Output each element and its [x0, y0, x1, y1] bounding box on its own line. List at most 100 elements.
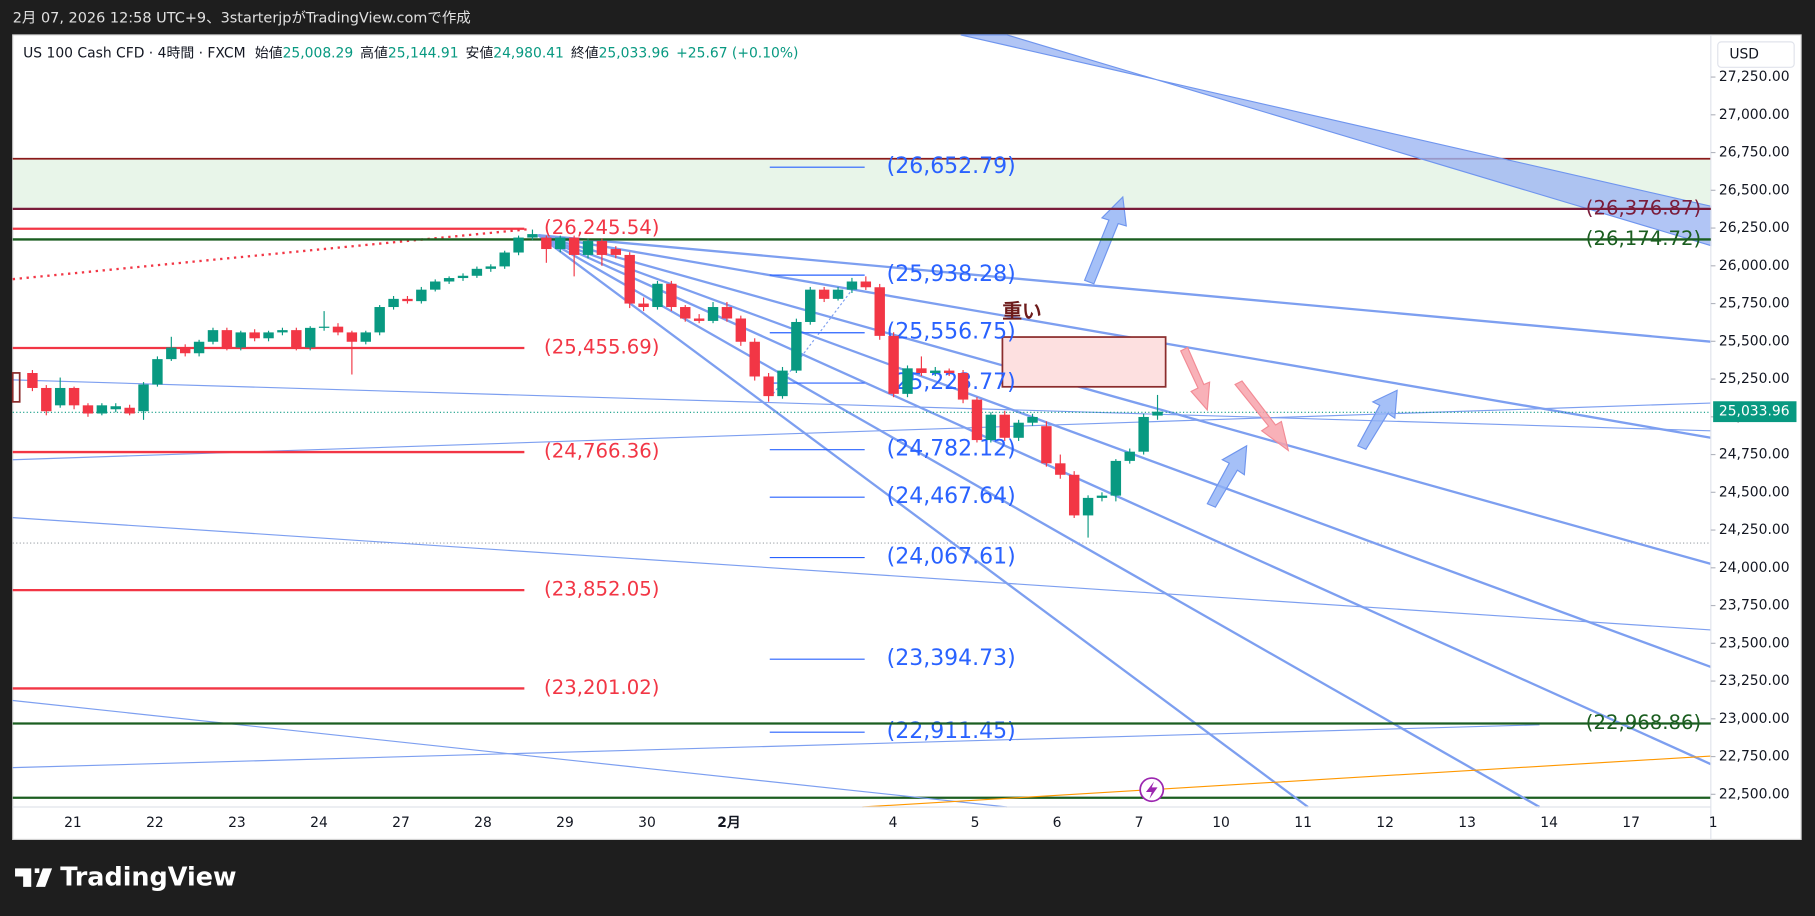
candle-body: [680, 307, 691, 319]
symbol: US 100 Cash CFD · 4時間 · FXCM: [23, 45, 245, 61]
marks: 22,500.00 22,750.00 23,000.00 23,250.00 23,5…: [12, 69, 1797, 831]
candle-body: [527, 234, 538, 238]
change: +25.67 (+0.10%): [676, 45, 798, 61]
thin-lines: [12, 283, 1711, 808]
candle-body: [1110, 460, 1122, 496]
candle-body: [263, 332, 274, 339]
candle-body: [846, 281, 858, 290]
level-label: (24,067.61): [887, 545, 1016, 570]
candle-body: [138, 384, 149, 412]
candle-body: [777, 370, 788, 397]
candle-body: [430, 281, 441, 290]
x-tick-label: 2月: [717, 815, 741, 831]
level-label: (26,245.54): [544, 216, 659, 239]
brand: TradingView: [60, 863, 236, 893]
small-box: [11, 372, 21, 403]
candle-body: [666, 283, 677, 308]
level-label: (24,467.64): [887, 484, 1016, 509]
level-label: (25,556.75): [887, 320, 1016, 345]
y-tick-label: 27,000.00: [1719, 107, 1790, 123]
x-tick-label: 23: [228, 815, 246, 831]
y-tick-label: 24,750.00: [1719, 447, 1790, 463]
candle-body: [735, 318, 747, 342]
last-price-label: 25,033.96: [1719, 404, 1790, 420]
candle-body: [541, 237, 552, 250]
candle-body: [166, 347, 177, 360]
resistance-box: [1001, 336, 1167, 388]
x-tick-label: 14: [1540, 815, 1558, 831]
y-tick-label: 25,750.00: [1719, 296, 1790, 312]
candle-body: [930, 370, 941, 374]
y-tick-label: 24,250.00: [1719, 522, 1790, 538]
candle-body: [1124, 451, 1135, 461]
legend-label: 始値: [255, 45, 283, 61]
x-tick-label: 5: [971, 815, 980, 831]
x-tick-label: 29: [556, 815, 574, 831]
candle-body: [193, 341, 205, 354]
candle-body: [277, 330, 288, 333]
candle-body: [985, 414, 997, 441]
level-label: (23,394.73): [887, 646, 1016, 671]
x-tick-label: 12: [1376, 815, 1394, 831]
candle-body: [318, 326, 330, 328]
candle-body: [832, 289, 844, 299]
candle-body: [443, 278, 455, 282]
candle-body: [1041, 426, 1052, 464]
y-tick-label: 25,250.00: [1719, 371, 1790, 387]
dotted-trend: [12, 228, 527, 281]
candle-body: [818, 289, 830, 299]
legend: US 100 Cash CFD · 4時間 · FXCM 始値25,008.29 高…: [23, 44, 798, 61]
x-tick-label: 22: [146, 815, 164, 831]
legend-label: 高値: [360, 44, 388, 61]
candle-body: [791, 321, 802, 371]
y-tick-label: 24,500.00: [1719, 484, 1790, 500]
candle-body: [943, 370, 955, 374]
candle-body: [457, 275, 469, 279]
candle-body: [638, 303, 649, 308]
x-tick-label: 4: [889, 815, 898, 831]
candle-body: [291, 330, 302, 348]
candle-body: [693, 318, 705, 321]
level-label: (26,174.72): [1586, 227, 1701, 250]
legend-value: 25,033.96: [599, 45, 670, 61]
level-label: (22,968.86): [1586, 711, 1701, 734]
candle-body: [416, 289, 427, 302]
candle-body: [499, 252, 510, 267]
candle-body: [652, 283, 663, 308]
level-label: (25,455.69): [544, 335, 659, 358]
level-label: (26,652.79): [887, 154, 1016, 179]
orange-line: [862, 755, 1711, 808]
currency-button[interactable]: [1717, 41, 1795, 68]
logo-mark: [15, 868, 53, 887]
candle-body: [41, 387, 52, 412]
logo: TradingView: [15, 863, 237, 893]
candle-body: [1068, 474, 1080, 516]
candle-body: [874, 287, 885, 336]
candle-body: [721, 307, 733, 319]
event-bolt: [1145, 781, 1158, 799]
candle-body: [916, 368, 927, 374]
level-label: (24,766.36): [544, 440, 659, 463]
y-tick-label: 26,750.00: [1719, 145, 1790, 161]
legend-value: 25,008.29: [283, 45, 354, 61]
candle-body: [207, 330, 219, 342]
y-tick-label: 22,500.00: [1719, 786, 1790, 802]
drawings: [11, 34, 1712, 808]
candle-body: [513, 237, 524, 253]
x-tick-label: 28: [474, 815, 492, 831]
y-tick-label: 22,750.00: [1719, 749, 1790, 765]
candle-body: [402, 298, 413, 302]
y-tick-label: 23,500.00: [1719, 635, 1790, 651]
caption: 2月 07, 2026 12:58 UTC+9、3starterjpがTradi…: [13, 10, 471, 27]
y-tick-label: 24,000.00: [1719, 560, 1790, 576]
candle-body: [346, 332, 358, 342]
candle-body: [82, 405, 94, 414]
candle-body: [1013, 422, 1024, 438]
candle-body: [374, 307, 385, 333]
candle-body: [568, 237, 580, 255]
candle-body: [305, 327, 316, 348]
legend-value: 25,144.91: [388, 45, 459, 61]
level-label: (23,852.05): [544, 578, 659, 601]
